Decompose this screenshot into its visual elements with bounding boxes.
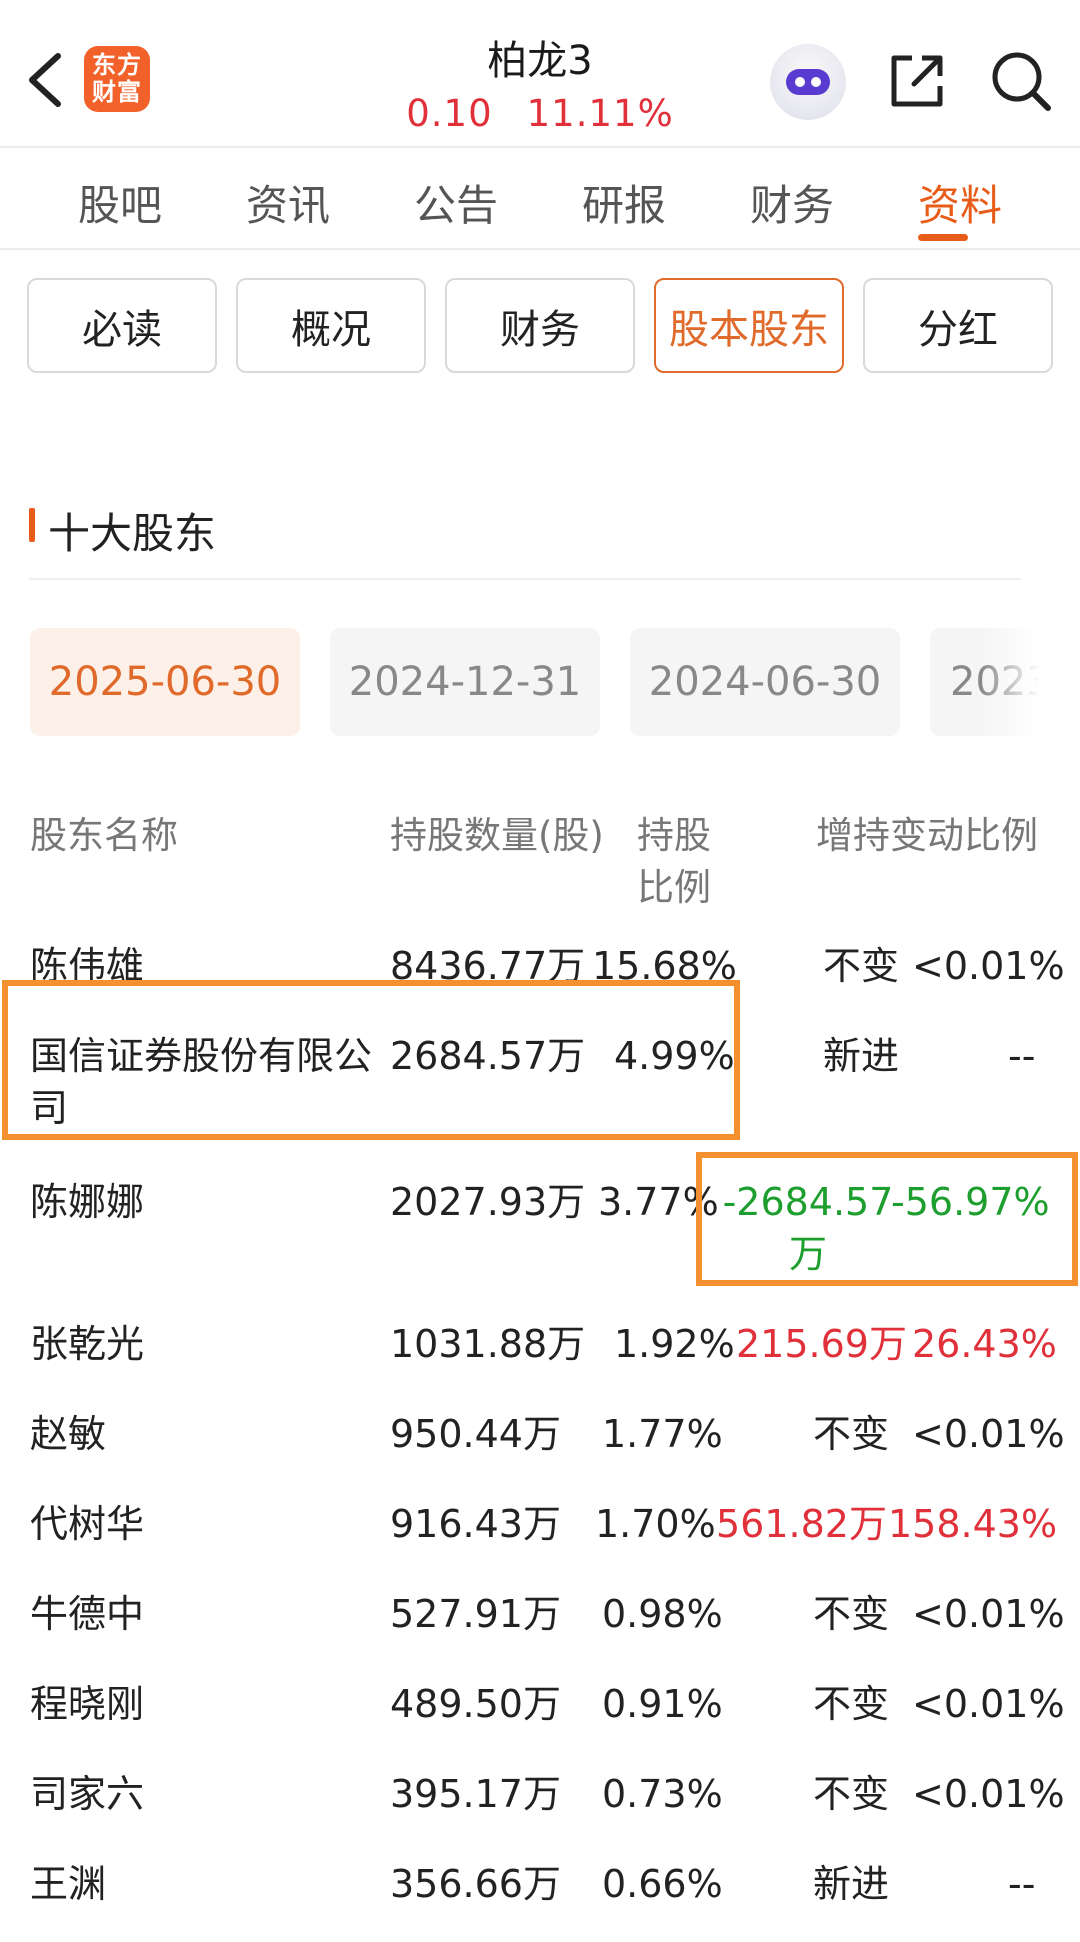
- row8-name: 程晓刚: [30, 1682, 145, 1726]
- stock-price: 0.10: [406, 92, 493, 135]
- row4-change-amount: 215.69万: [736, 1322, 907, 1366]
- col-header-ratio-line1: 持股: [637, 814, 711, 857]
- subtab-shareholders[interactable]: 股本股东: [654, 278, 844, 373]
- row6-change-amount: 561.82万: [716, 1502, 887, 1546]
- row10-change-ratio: --: [1008, 1862, 1036, 1906]
- row2-ratio: 4.99%: [614, 1034, 735, 1078]
- row7-change-amount: 不变: [813, 1592, 890, 1636]
- row10-shares: 356.66万: [390, 1862, 561, 1906]
- stock-title: 柏龙3: [487, 38, 593, 84]
- row2-shares: 2684.57万: [390, 1034, 586, 1078]
- row8-ratio: 0.91%: [602, 1682, 723, 1726]
- row5-name: 赵敏: [30, 1412, 107, 1456]
- row2-change-amount: 新进: [823, 1034, 900, 1078]
- row1-ratio: 15.68%: [592, 944, 737, 988]
- logo-text-line1: 东方: [92, 51, 142, 79]
- row10-name: 王渊: [30, 1862, 107, 1906]
- row5-change-amount: 不变: [813, 1412, 890, 1456]
- col-header-change: 增持变动比例: [816, 814, 1038, 857]
- row8-change-amount: 不变: [813, 1682, 890, 1726]
- row1-shares: 8436.77万: [390, 944, 586, 988]
- subtab-dividends[interactable]: 分红: [863, 278, 1053, 373]
- row7-name: 牛德中: [30, 1592, 145, 1636]
- tab-finance[interactable]: 财务: [749, 181, 834, 230]
- date-chip-active[interactable]: 2025-06-30: [30, 628, 300, 736]
- row9-ratio: 0.73%: [602, 1772, 723, 1816]
- subtab-finance[interactable]: 财务: [445, 278, 635, 373]
- robot-face: [786, 69, 830, 95]
- row4-ratio: 1.92%: [614, 1322, 735, 1366]
- back-arrow-icon[interactable]: [22, 50, 72, 110]
- subtab-overview[interactable]: 概况: [236, 278, 426, 373]
- logo-text-line2: 财富: [92, 78, 142, 106]
- date-selector: 2025-06-30 2024-12-31 2024-06-30 2023: [0, 628, 1040, 738]
- row1-name: 陈伟雄: [30, 944, 145, 988]
- row3-change-ratio: -56.97%: [891, 1180, 1050, 1224]
- row8-shares: 489.50万: [390, 1682, 561, 1726]
- row4-name: 张乾光: [30, 1322, 145, 1366]
- row5-change-ratio: <0.01%: [912, 1412, 1065, 1456]
- tab-news[interactable]: 资讯: [245, 181, 330, 230]
- main-tab-bar: 股吧 资讯 公告 研报 财务 资料: [0, 150, 1080, 250]
- share-icon[interactable]: [886, 50, 948, 112]
- row4-change-ratio: 26.43%: [912, 1322, 1057, 1366]
- row5-ratio: 1.77%: [602, 1412, 723, 1456]
- ai-assistant-robot-icon[interactable]: [770, 44, 846, 120]
- row10-ratio: 0.66%: [602, 1862, 723, 1906]
- row7-change-ratio: <0.01%: [912, 1592, 1065, 1636]
- row3-change-amount: -2684.57万: [722, 1180, 894, 1276]
- row10-change-amount: 新进: [813, 1862, 890, 1906]
- stock-change-pct: 11.11%: [526, 92, 674, 135]
- row7-shares: 527.91万: [390, 1592, 561, 1636]
- tab-announcements[interactable]: 公告: [413, 181, 498, 230]
- subtab-must-read[interactable]: 必读: [27, 278, 217, 373]
- row6-shares: 916.43万: [390, 1502, 561, 1546]
- row2-name: 国信证券股份有限公司: [30, 1034, 373, 1130]
- row8-change-ratio: <0.01%: [912, 1682, 1065, 1726]
- row1-change-amount: 不变: [823, 944, 900, 988]
- row1-change-ratio: <0.01%: [912, 944, 1065, 988]
- app-logo: 东方 财富: [84, 46, 150, 112]
- row6-name: 代树华: [30, 1502, 145, 1546]
- row5-shares: 950.44万: [390, 1412, 561, 1456]
- row6-change-ratio: 158.43%: [888, 1502, 1058, 1546]
- section-divider: [29, 578, 1021, 580]
- section-marker: [29, 508, 35, 542]
- date-chip[interactable]: 2024-12-31: [330, 628, 600, 736]
- tab-profile[interactable]: 资料: [917, 181, 1002, 230]
- row3-name: 陈娜娜: [30, 1180, 145, 1224]
- search-icon[interactable]: [988, 48, 1054, 114]
- col-header-ratio-line2: 比例: [637, 866, 711, 909]
- section-title: 十大股东: [48, 509, 217, 558]
- row9-shares: 395.17万: [390, 1772, 561, 1816]
- col-header-shares: 持股数量(股): [390, 814, 604, 857]
- header: 东方 财富 柏龙3 0.10 11.11%: [0, 0, 1080, 148]
- row2-change-ratio: --: [1008, 1034, 1036, 1078]
- stock-quote: 0.10 11.11%: [340, 92, 740, 135]
- tab-guba[interactable]: 股吧: [77, 181, 162, 230]
- row3-ratio: 3.77%: [598, 1180, 719, 1224]
- tab-research[interactable]: 研报: [581, 181, 666, 230]
- date-chip[interactable]: 2024-06-30: [630, 628, 900, 736]
- row3-shares: 2027.93万: [390, 1180, 586, 1224]
- date-strip-fade: [980, 628, 1040, 738]
- row9-name: 司家六: [30, 1772, 145, 1816]
- row6-ratio: 1.70%: [595, 1502, 716, 1546]
- active-tab-underline: [918, 234, 968, 241]
- row9-change-amount: 不变: [813, 1772, 890, 1816]
- row7-ratio: 0.98%: [602, 1592, 723, 1636]
- row4-shares: 1031.88万: [390, 1322, 586, 1366]
- row9-change-ratio: <0.01%: [912, 1772, 1065, 1816]
- col-header-name: 股东名称: [30, 814, 178, 857]
